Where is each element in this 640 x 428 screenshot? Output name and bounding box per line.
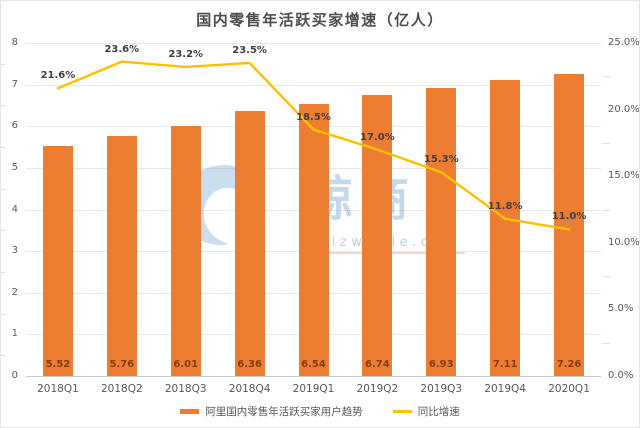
line-value-label: 11.8% (487, 200, 523, 212)
line-series-swatch-icon (392, 410, 412, 413)
left-axis-tick-label: 6 (11, 120, 18, 132)
bar-series-legend-label: 阿里国内零售年活跃买家用户趋势 (205, 406, 363, 418)
bar-value-label: 5.52 (45, 359, 71, 370)
line-value-label: 17.0% (360, 131, 395, 143)
line-value-label: 23.6% (104, 43, 140, 55)
gridline (26, 43, 601, 44)
left-axis-minor-tick (1, 105, 5, 107)
left-axis-tick-label: 3 (11, 245, 18, 257)
left-axis-minor-tick (1, 63, 5, 65)
left-axis-tick-label: 4 (11, 203, 18, 215)
x-axis-category-label: 2018Q4 (228, 383, 271, 395)
x-axis-category-label: 2019Q3 (420, 383, 463, 395)
bar-value-label: 6.01 (173, 359, 199, 370)
bar-value-label: 7.26 (556, 359, 582, 370)
x-axis-category-label: 2018Q3 (164, 383, 207, 395)
left-axis-tick-label: 2 (11, 286, 18, 298)
right-axis-tick-label: 0.0% (608, 370, 634, 381)
left-axis-minor-tick (1, 355, 5, 357)
line-value-label: 21.6% (40, 70, 76, 82)
left-axis-tick-label: 1 (11, 328, 18, 340)
right-axis-minor-tick (603, 209, 610, 211)
left-axis-tick-label: 8 (11, 37, 18, 48)
legend-item-line-series: 同比增速 (392, 404, 460, 419)
legend: 阿里国内零售年活跃买家用户趋势 同比增速 (1, 404, 639, 419)
left-axis-tick-label: 0 (11, 370, 18, 381)
x-axis-category-label: 2020Q1 (548, 383, 590, 395)
left-axis-minor-tick (1, 313, 5, 315)
left-axis-minor-tick (1, 230, 5, 232)
line-series-legend-label: 同比增速 (417, 406, 460, 418)
right-axis-tick-label: 10.0% (608, 236, 640, 248)
right-axis-minor-tick (603, 142, 610, 144)
line-value-label: 11.0% (551, 211, 587, 223)
bar-value-label: 7.11 (492, 359, 518, 370)
left-axis-minor-tick (1, 147, 5, 149)
bar-value-label: 6.93 (428, 359, 454, 370)
left-axis-tick-label: 7 (11, 78, 18, 90)
right-axis-minor-tick (603, 276, 610, 278)
right-axis-tick-label: 15.0% (608, 170, 640, 182)
right-axis-tick-label: 20.0% (608, 103, 640, 115)
left-axis-minor-tick (1, 188, 5, 190)
bar-value-label: 6.74 (365, 359, 390, 370)
right-axis-tick-label: 25.0% (608, 37, 640, 48)
bar-series-swatch-icon (180, 409, 200, 414)
x-axis-category-label: 2019Q2 (356, 383, 399, 395)
x-axis-category-label: 2019Q1 (292, 383, 335, 395)
line-value-label: 15.3% (423, 154, 459, 166)
right-axis-minor-tick (603, 342, 610, 344)
bar-value-label: 6.54 (301, 359, 326, 370)
left-axis-minor-tick (1, 271, 5, 273)
right-axis-tick-label: 5.0% (608, 303, 634, 315)
chart-title: 国内零售年活跃买家增速（亿人） (196, 11, 444, 29)
x-axis-category-label: 2018Q2 (100, 383, 143, 395)
left-axis-tick-label: 5 (11, 161, 18, 173)
legend-item-bar-series: 阿里国内零售年活跃买家用户趋势 (180, 404, 363, 419)
bar-value-label: 6.36 (237, 359, 262, 370)
x-axis-category-label: 2019Q4 (484, 383, 526, 395)
bar-value-label: 5.76 (109, 359, 135, 370)
x-axis-category-label: 2018Q1 (37, 383, 79, 395)
line-value-label: 23.5% (232, 44, 267, 56)
line-value-label: 18.5% (296, 111, 331, 123)
right-axis-minor-tick (603, 76, 610, 78)
line-value-label: 23.2% (168, 48, 204, 60)
gridline (26, 376, 601, 377)
